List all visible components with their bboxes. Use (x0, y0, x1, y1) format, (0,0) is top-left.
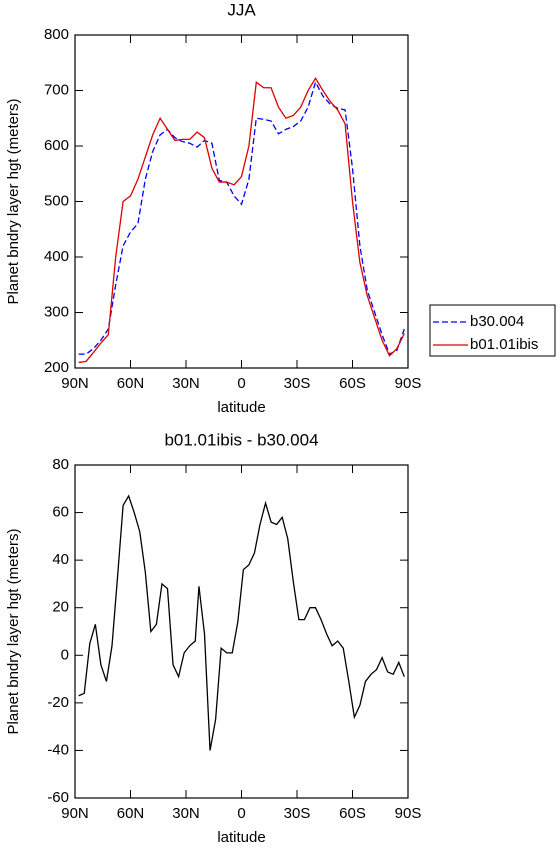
legend-label: b01.01ibis (470, 336, 538, 353)
data-line (78, 80, 405, 356)
x-axis-label: latitude (217, 829, 265, 846)
y-tick-label: 80 (52, 456, 69, 473)
y-tick-label: -20 (47, 694, 69, 711)
x-axis-label: latitude (217, 399, 265, 416)
y-tick-label: 700 (44, 81, 69, 98)
chart-title: b01.01ibis - b30.004 (164, 430, 318, 449)
y-axis-label: Planet bndry layer hgt (meters) (5, 99, 22, 305)
legend-box (429, 304, 556, 357)
y-tick-label: 60 (52, 504, 69, 521)
plot-frame (74, 34, 409, 369)
data-line (78, 494, 405, 751)
x-tick-label: 90N (61, 805, 89, 822)
legend-label: b30.004 (470, 313, 524, 330)
x-tick-label: 0 (237, 805, 245, 822)
y-tick-label: 20 (52, 599, 69, 616)
y-tick-label: -60 (47, 789, 69, 806)
plot-frame (74, 464, 409, 799)
y-tick-label: 40 (52, 551, 69, 568)
x-tick-label: 60S (339, 375, 366, 392)
y-tick-label: 400 (44, 248, 69, 265)
x-tick-label: 90N (61, 375, 89, 392)
x-tick-label: 90S (395, 805, 422, 822)
x-tick-label: 0 (237, 375, 245, 392)
x-tick-label: 30S (284, 375, 311, 392)
x-tick-label: 90S (395, 375, 422, 392)
y-tick-label: -40 (47, 741, 69, 758)
x-tick-label: 30N (172, 375, 200, 392)
x-tick-label: 60N (117, 375, 145, 392)
y-tick-label: 0 (61, 646, 69, 663)
y-tick-label: 800 (44, 26, 69, 43)
x-tick-label: 60N (117, 805, 145, 822)
x-tick-label: 60S (339, 805, 366, 822)
data-line (78, 77, 405, 364)
y-axis-label: Planet bndry layer hgt (meters) (5, 529, 22, 735)
y-tick-label: 300 (44, 303, 69, 320)
y-tick-label: 500 (44, 192, 69, 209)
y-tick-label: 200 (44, 359, 69, 376)
x-tick-label: 30S (284, 805, 311, 822)
y-tick-label: 600 (44, 137, 69, 154)
chart-title: JJA (227, 0, 256, 19)
x-tick-label: 30N (172, 805, 200, 822)
